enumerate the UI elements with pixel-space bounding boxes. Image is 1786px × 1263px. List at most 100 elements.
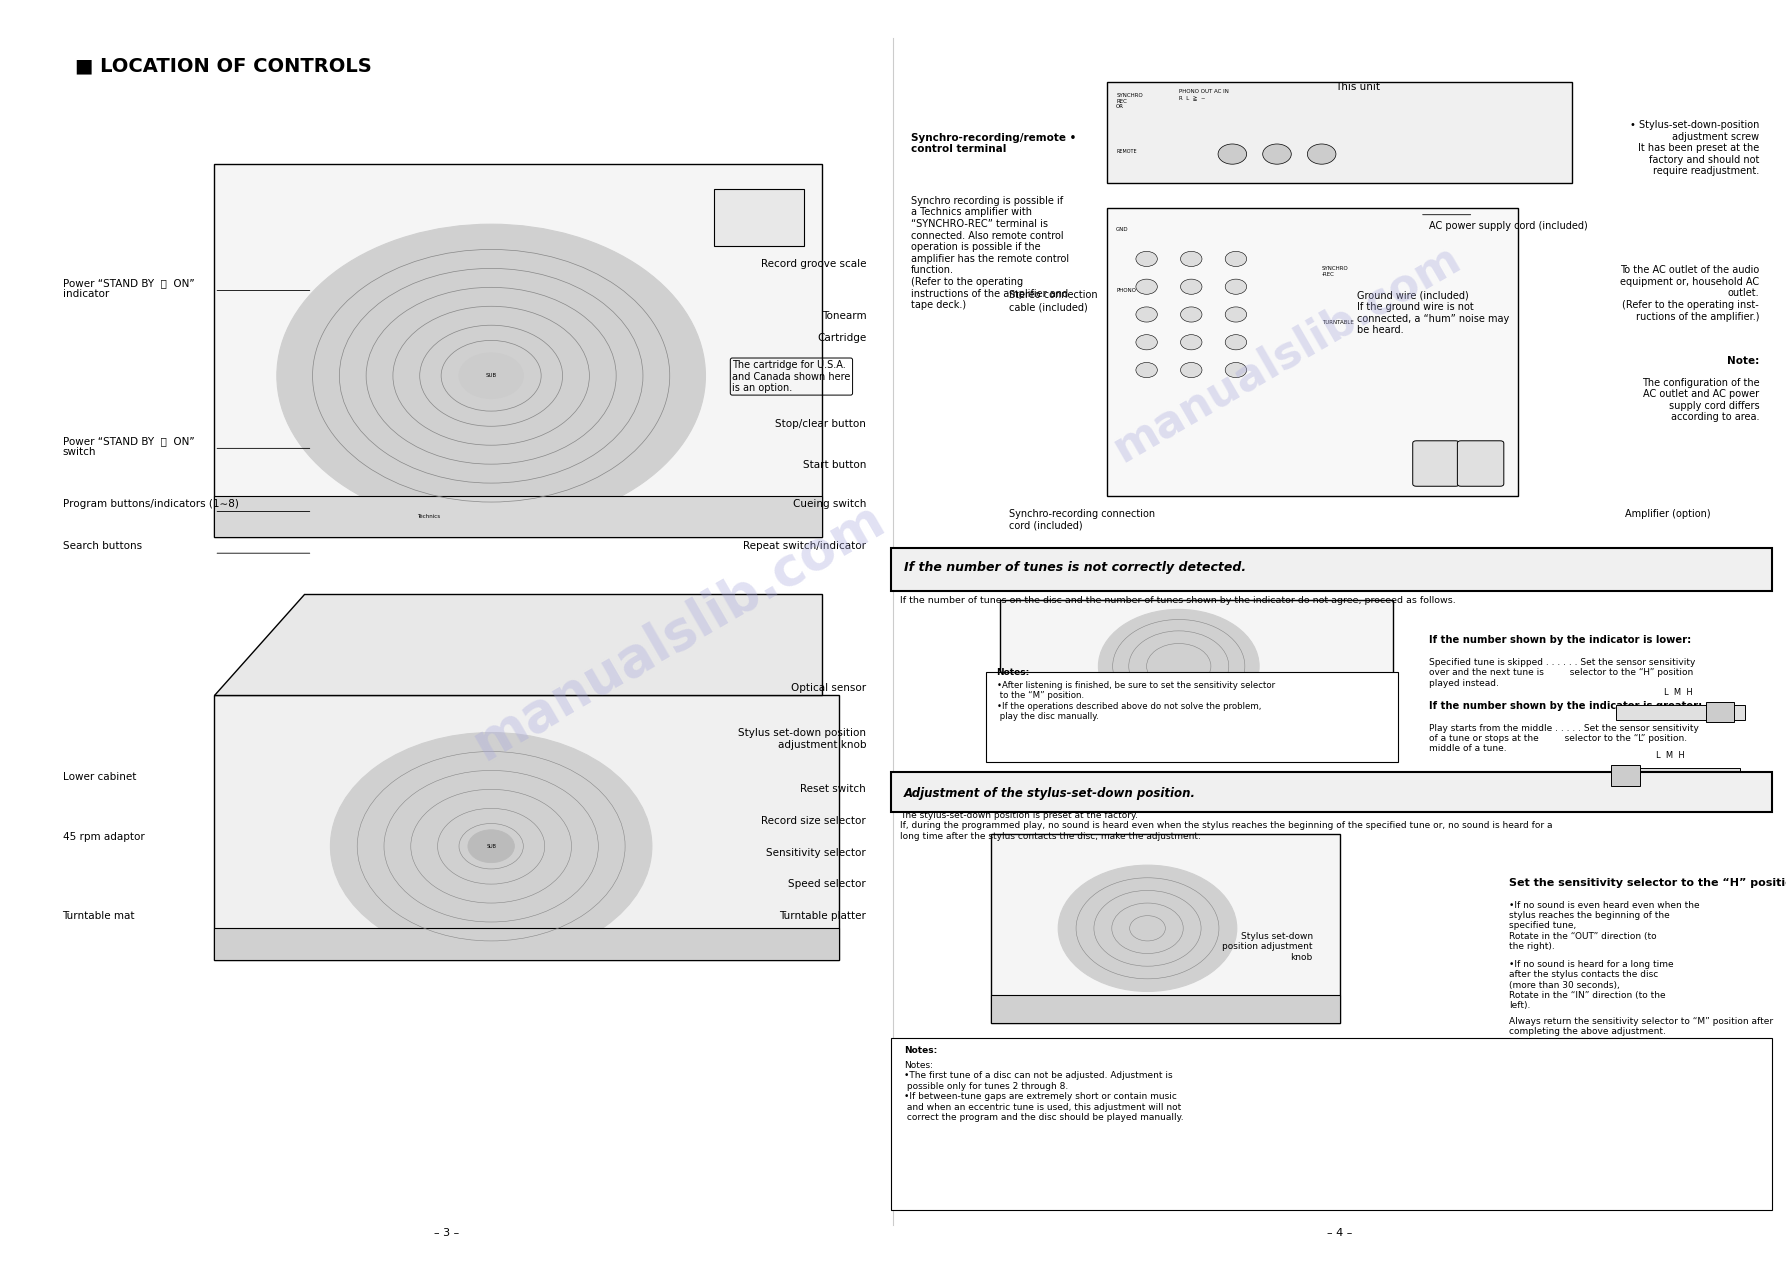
Text: Cartridge: Cartridge bbox=[816, 333, 866, 344]
Circle shape bbox=[1307, 144, 1336, 164]
Text: Stereo connection
cable (included): Stereo connection cable (included) bbox=[1009, 290, 1098, 312]
Text: manualslib.com: manualslib.com bbox=[1104, 236, 1468, 471]
Text: PHONO: PHONO bbox=[1116, 288, 1136, 293]
Circle shape bbox=[1225, 251, 1247, 266]
Circle shape bbox=[1181, 335, 1202, 350]
Text: Stop/clear button: Stop/clear button bbox=[775, 419, 866, 429]
FancyBboxPatch shape bbox=[214, 164, 822, 537]
FancyBboxPatch shape bbox=[1611, 765, 1640, 786]
Text: Speed selector: Speed selector bbox=[788, 879, 866, 889]
FancyBboxPatch shape bbox=[891, 548, 1772, 591]
FancyBboxPatch shape bbox=[1000, 600, 1393, 733]
Circle shape bbox=[330, 733, 652, 960]
Circle shape bbox=[1181, 307, 1202, 322]
Circle shape bbox=[277, 225, 705, 528]
Circle shape bbox=[1136, 251, 1157, 266]
Text: The cartridge for U.S.A.
and Canada shown here
is an option.: The cartridge for U.S.A. and Canada show… bbox=[732, 360, 850, 393]
Text: Record groove scale: Record groove scale bbox=[761, 259, 866, 269]
Text: Turntable mat: Turntable mat bbox=[63, 911, 136, 921]
FancyBboxPatch shape bbox=[891, 1038, 1772, 1210]
Text: Cueing switch: Cueing switch bbox=[793, 499, 866, 509]
Circle shape bbox=[1225, 335, 1247, 350]
Circle shape bbox=[1136, 335, 1157, 350]
Text: • Stylus-set-down-position
adjustment screw
It has been preset at the
factory an: • Stylus-set-down-position adjustment sc… bbox=[1631, 120, 1759, 177]
Text: Notes:: Notes: bbox=[904, 1046, 938, 1055]
Text: This unit: This unit bbox=[1334, 82, 1381, 92]
Circle shape bbox=[1181, 279, 1202, 294]
FancyBboxPatch shape bbox=[986, 672, 1398, 762]
Circle shape bbox=[1181, 362, 1202, 378]
Text: 45 rpm adaptor: 45 rpm adaptor bbox=[63, 832, 145, 842]
Text: Optical sensor: Optical sensor bbox=[791, 683, 866, 693]
Text: AC power supply cord (included): AC power supply cord (included) bbox=[1429, 221, 1588, 231]
Circle shape bbox=[1225, 279, 1247, 294]
Text: L  M  H: L M H bbox=[1656, 751, 1684, 760]
Circle shape bbox=[1225, 307, 1247, 322]
Text: If the number of tunes on the disc and the number of tunes shown by the indicato: If the number of tunes on the disc and t… bbox=[900, 596, 1456, 605]
Text: The stylus-set-down position is preset at the factory.
If, during the programmed: The stylus-set-down position is preset a… bbox=[900, 811, 1552, 841]
Text: SUB: SUB bbox=[486, 374, 497, 378]
Circle shape bbox=[1136, 307, 1157, 322]
FancyBboxPatch shape bbox=[1107, 82, 1572, 183]
Text: To the AC outlet of the audio
equipment or, household AC
outlet.
(Refer to the o: To the AC outlet of the audio equipment … bbox=[1620, 265, 1759, 322]
Text: L  M  H: L M H bbox=[1665, 688, 1693, 697]
Text: Search buttons: Search buttons bbox=[63, 541, 141, 551]
Circle shape bbox=[1136, 279, 1157, 294]
Text: If the number of tunes is not correctly detected.: If the number of tunes is not correctly … bbox=[904, 561, 1247, 573]
FancyBboxPatch shape bbox=[1706, 702, 1734, 722]
Circle shape bbox=[1059, 865, 1238, 991]
Text: Synchro-recording connection
cord (included): Synchro-recording connection cord (inclu… bbox=[1009, 509, 1156, 530]
Text: Play starts from the middle . . . . . Set the sensor sensitivity
of a tune or st: Play starts from the middle . . . . . Se… bbox=[1429, 724, 1698, 754]
Text: Notes:: Notes: bbox=[997, 668, 1031, 677]
Text: Synchro recording is possible if
a Technics amplifier with
“SYNCHRO-REC” termina: Synchro recording is possible if a Techn… bbox=[911, 196, 1070, 311]
Text: If the number shown by the indicator is lower:: If the number shown by the indicator is … bbox=[1429, 635, 1691, 645]
Text: – 3 –: – 3 – bbox=[434, 1228, 459, 1238]
FancyBboxPatch shape bbox=[991, 995, 1340, 1023]
Text: Lower cabinet: Lower cabinet bbox=[63, 772, 136, 782]
Circle shape bbox=[468, 830, 514, 863]
Text: Set the sensitivity selector to the “H” position: Set the sensitivity selector to the “H” … bbox=[1509, 878, 1786, 888]
Circle shape bbox=[1218, 144, 1247, 164]
Text: Specified tune is skipped . . . . . . Set the sensor sensitivity
over and the ne: Specified tune is skipped . . . . . . Se… bbox=[1429, 658, 1695, 688]
FancyBboxPatch shape bbox=[1457, 441, 1504, 486]
Text: Synchro-recording/remote •
control terminal: Synchro-recording/remote • control termi… bbox=[911, 133, 1077, 154]
Text: Notes:
•The first tune of a disc can not be adjusted. Adjustment is
 possible on: Notes: •The first tune of a disc can not… bbox=[904, 1061, 1184, 1122]
FancyBboxPatch shape bbox=[714, 189, 804, 246]
Text: Stylus set-down position
adjustment knob: Stylus set-down position adjustment knob bbox=[738, 727, 866, 750]
Circle shape bbox=[1098, 609, 1259, 722]
Text: SUB: SUB bbox=[486, 844, 497, 849]
Circle shape bbox=[459, 354, 523, 399]
Text: Reset switch: Reset switch bbox=[800, 784, 866, 794]
Text: Note:: Note: bbox=[1727, 356, 1759, 366]
Text: REMOTE: REMOTE bbox=[1116, 149, 1138, 154]
Text: GND: GND bbox=[1116, 227, 1129, 232]
FancyBboxPatch shape bbox=[214, 496, 822, 537]
Text: Tonearm: Tonearm bbox=[822, 311, 866, 321]
FancyBboxPatch shape bbox=[1616, 705, 1745, 720]
Text: Program buttons/indicators (1∼8): Program buttons/indicators (1∼8) bbox=[63, 499, 238, 509]
Text: Technics: Technics bbox=[418, 514, 439, 519]
Text: •If no sound is even heard even when the
stylus reaches the beginning of the
spe: •If no sound is even heard even when the… bbox=[1509, 901, 1700, 951]
Text: – 4 –: – 4 – bbox=[1327, 1228, 1352, 1238]
Text: The configuration of the
AC outlet and AC power
supply cord differs
according to: The configuration of the AC outlet and A… bbox=[1641, 378, 1759, 422]
Text: Record size selector: Record size selector bbox=[761, 816, 866, 826]
Text: ■ LOCATION OF CONTROLS: ■ LOCATION OF CONTROLS bbox=[75, 57, 371, 76]
Text: Ground wire (included)
If the ground wire is not
connected, a “hum” noise may
be: Ground wire (included) If the ground wir… bbox=[1357, 290, 1509, 335]
Text: •After listening is finished, be sure to set the sensitivity selector
 to the “M: •After listening is finished, be sure to… bbox=[997, 681, 1275, 721]
Circle shape bbox=[1181, 251, 1202, 266]
FancyBboxPatch shape bbox=[1107, 208, 1518, 496]
FancyBboxPatch shape bbox=[1413, 441, 1459, 486]
Text: Always return the sensitivity selector to “M” position after
completing the abov: Always return the sensitivity selector t… bbox=[1509, 1017, 1773, 1036]
FancyBboxPatch shape bbox=[891, 772, 1772, 812]
Text: Repeat switch/indicator: Repeat switch/indicator bbox=[743, 541, 866, 551]
Circle shape bbox=[1136, 362, 1157, 378]
Text: Power “STAND BY  ⏻  ON”
indicator: Power “STAND BY ⏻ ON” indicator bbox=[63, 278, 195, 299]
FancyBboxPatch shape bbox=[214, 695, 839, 960]
FancyBboxPatch shape bbox=[991, 834, 1340, 1023]
Text: Amplifier (option): Amplifier (option) bbox=[1625, 509, 1711, 519]
Text: PHONO OUT AC IN
R  L  ≧  ~: PHONO OUT AC IN R L ≧ ~ bbox=[1179, 90, 1229, 100]
Circle shape bbox=[1225, 362, 1247, 378]
Text: Adjustment of the stylus-set-down position.: Adjustment of the stylus-set-down positi… bbox=[904, 787, 1195, 799]
Text: Turntable platter: Turntable platter bbox=[779, 911, 866, 921]
Text: Power “STAND BY  ⏻  ON”
switch: Power “STAND BY ⏻ ON” switch bbox=[63, 436, 195, 457]
